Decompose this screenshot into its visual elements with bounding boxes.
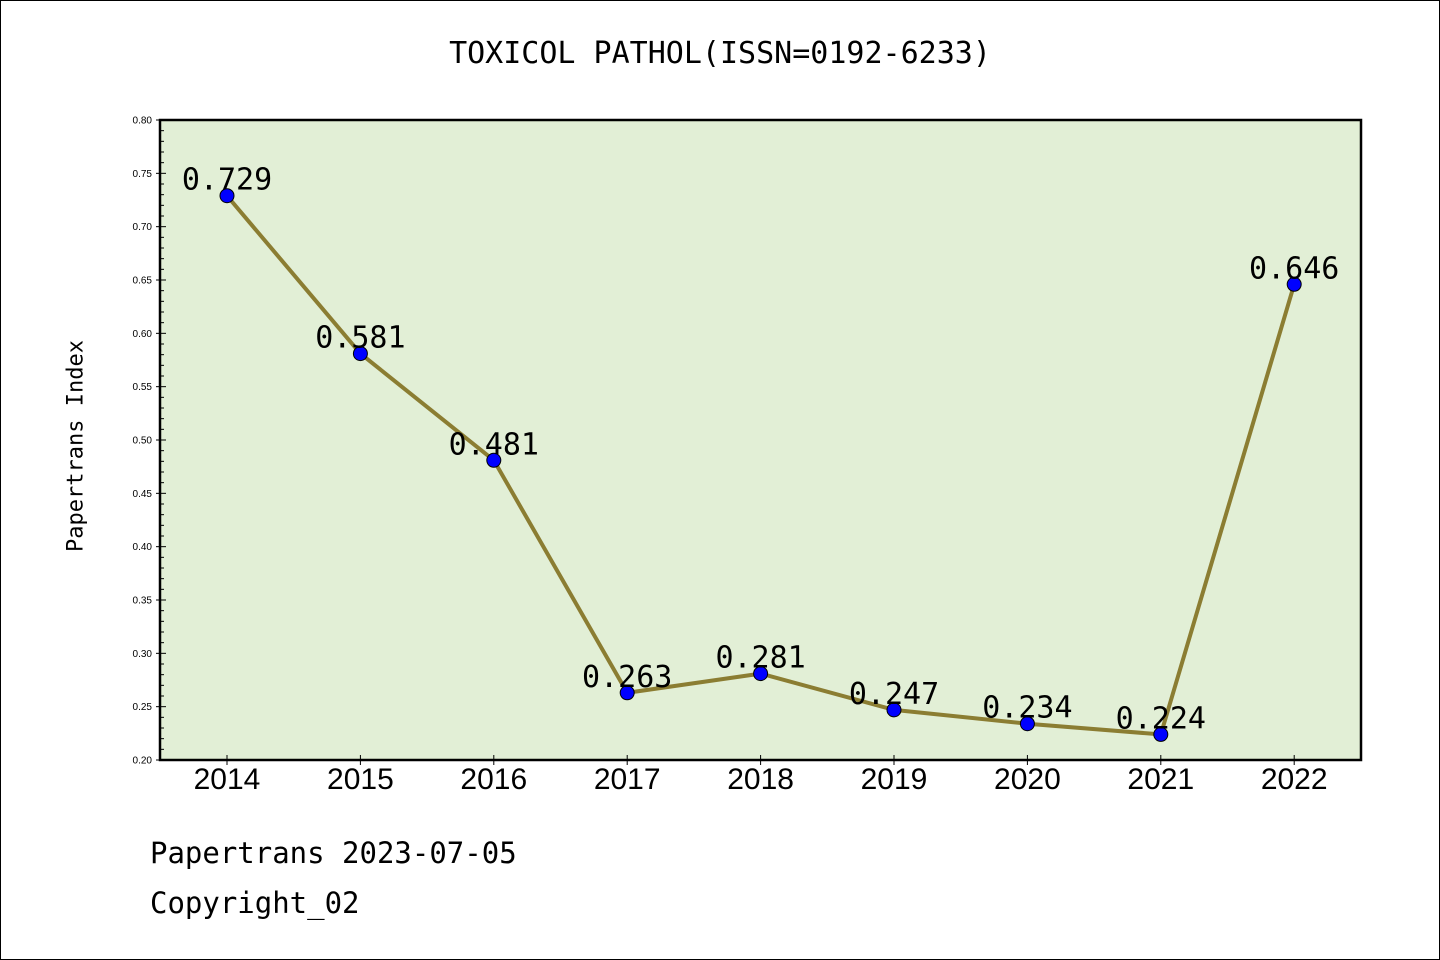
data-label: 0.281	[715, 641, 805, 676]
x-tick-label: 2018	[727, 763, 794, 796]
data-point	[886, 702, 902, 718]
y-tick-label: 0.50	[133, 436, 153, 447]
data-label: 0.263	[582, 660, 672, 695]
data-label: 0.234	[982, 691, 1072, 726]
x-tick-label: 2019	[861, 763, 928, 796]
y-tick-label: 0.40	[133, 542, 153, 553]
data-point	[1019, 716, 1035, 732]
plot-area	[158, 118, 1363, 762]
data-point	[1153, 726, 1169, 742]
x-tick-label: 2014	[194, 763, 261, 796]
y-tick-label: 0.55	[133, 382, 153, 393]
data-label: 0.646	[1249, 251, 1339, 286]
y-tick-label: 0.45	[133, 489, 153, 500]
data-label: 0.224	[1116, 701, 1206, 736]
y-tick-label: 0.70	[133, 222, 153, 233]
x-tick-label: 2017	[594, 763, 661, 796]
footer-copyright: Copyright_02	[150, 886, 360, 920]
data-label: 0.481	[449, 427, 539, 462]
data-point	[352, 346, 368, 362]
x-tick-label: 2016	[460, 763, 527, 796]
footer-date: Papertrans 2023-07-05	[150, 836, 517, 870]
x-tick-label: 2021	[1127, 763, 1194, 796]
data-label: 0.247	[849, 677, 939, 712]
data-point	[1286, 276, 1302, 292]
data-point	[219, 188, 235, 204]
y-tick-label: 0.25	[133, 702, 153, 713]
x-tick-label: 2015	[327, 763, 394, 796]
y-tick-label: 0.30	[133, 649, 153, 660]
y-tick-label: 0.35	[133, 596, 153, 607]
y-tick-label: 0.60	[133, 329, 153, 340]
data-point	[753, 666, 769, 682]
y-tick-label: 0.75	[133, 169, 153, 180]
data-label: 0.729	[182, 163, 272, 198]
x-tick-label: 2022	[1261, 763, 1328, 796]
y-tick-label: 0.20	[133, 756, 153, 767]
y-tick-label: 0.65	[133, 276, 153, 287]
x-tick-label: 2020	[994, 763, 1061, 796]
y-tick-label: 0.80	[133, 116, 153, 127]
data-point	[486, 452, 502, 468]
data-point	[619, 685, 635, 701]
chart-title: TOXICOL PATHOL(ISSN=0192-6233)	[449, 36, 991, 71]
data-label: 0.581	[315, 321, 405, 356]
